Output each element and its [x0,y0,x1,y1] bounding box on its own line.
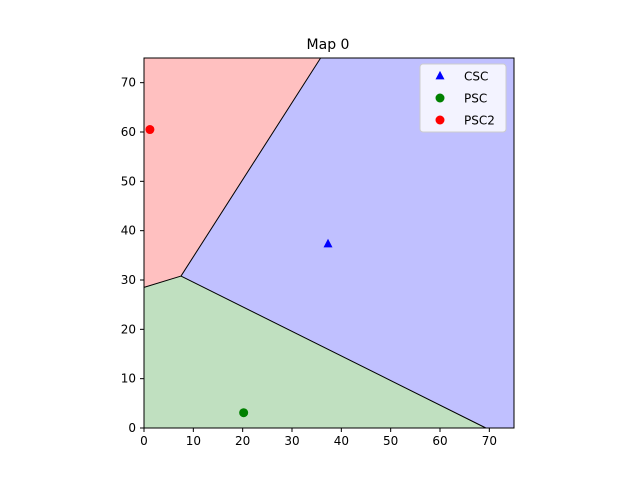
x-tick-label: 30 [284,434,299,448]
legend-label: CSC [464,70,488,84]
y-tick-label: 70 [121,76,136,90]
legend-label: PSC [464,92,487,106]
legend-marker-csc [435,70,445,80]
x-axis-ticks: 0 10 20 30 40 50 60 70 [140,428,497,448]
plot-frame [143,57,515,429]
legend: CSC PSC PSC2 [419,63,507,133]
x-tick-label: 40 [334,434,349,448]
legend-marker-psc [435,93,445,103]
point-csc [323,238,333,248]
legend-marker-psc2 [435,115,445,125]
y-tick-label: 10 [121,372,136,386]
x-tick-label: 60 [432,434,447,448]
boundary-line-1 [180,57,322,277]
y-tick-label: 30 [121,273,136,287]
y-tick-label: 50 [121,174,136,188]
x-tick-label: 50 [383,434,398,448]
x-tick-label: 0 [140,434,148,448]
region-psc2 [144,58,321,288]
region-psc [144,276,486,428]
point-psc2 [145,125,155,135]
y-axis-ticks: 0 10 20 30 40 50 60 70 [121,76,144,435]
x-tick-label: 70 [482,434,497,448]
voronoi-regions [144,58,514,428]
x-tick-label: 20 [235,434,250,448]
region-csc [181,58,514,428]
point-psc [239,408,249,418]
x-tick-label: 10 [186,434,201,448]
y-tick-label: 40 [121,224,136,238]
chart-title: Map 0 [307,37,350,53]
region-boundaries [143,57,487,429]
y-tick-label: 60 [121,125,136,139]
legend-label: PSC2 [464,114,495,128]
boundary-line-0 [143,275,182,288]
boundary-line-2 [180,275,487,429]
y-tick-label: 20 [121,322,136,336]
data-points [145,125,333,418]
legend-box [419,63,507,133]
y-tick-label: 0 [128,421,136,435]
